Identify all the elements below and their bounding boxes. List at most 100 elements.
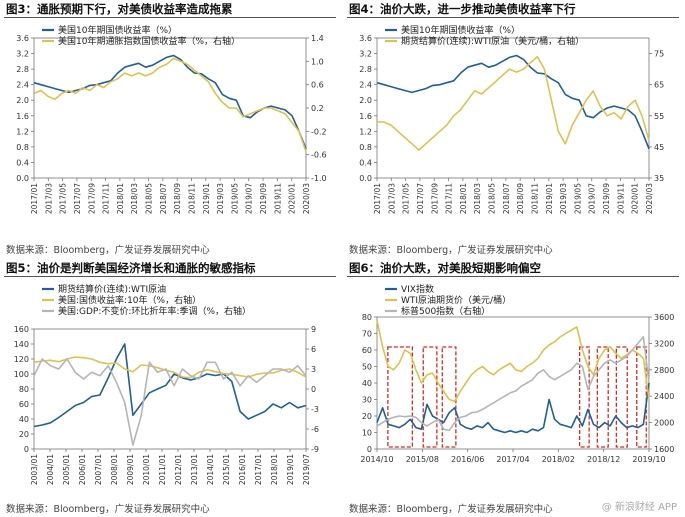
legend-label: 美国:国债收益率:10年（%，右轴）	[58, 294, 201, 306]
y-left-tick-label: 2.0	[359, 96, 372, 105]
y-left-tick-label: 120	[14, 355, 29, 364]
chart-panel-fig4: 图4：油价大跌，进一步推动美债收益率下行 0.0 0.4 0.8 1.2 1.6 2.0 2…	[343, 0, 683, 258]
series-line-2	[376, 320, 650, 402]
series-line-3	[376, 336, 650, 432]
series-line-2	[33, 356, 307, 379]
x-tick-label: 2006/01	[78, 454, 87, 485]
chart-title: 图4：油价大跌，进一步推动美债收益率下行	[349, 2, 576, 16]
x-tick-label: 2019/10	[632, 455, 665, 464]
legend-label: 标普500指数（右轴）	[401, 305, 490, 317]
x-tick-label: 2019/05	[573, 183, 582, 214]
y-left-tick-label: 3.2	[16, 50, 29, 59]
series-line-2	[33, 57, 307, 153]
x-tick-label: 2017/03	[387, 183, 396, 214]
x-tick-label: 2020/01	[631, 183, 640, 214]
x-tick-label: 2007/01	[94, 454, 103, 485]
x-tick-label: 2013/01	[190, 454, 199, 485]
y-right-tick-label: -1.0	[311, 174, 327, 183]
plot-frame	[33, 328, 307, 450]
y-left-tick-label: 70	[362, 330, 372, 339]
y-right-tick-label: 1600	[654, 445, 674, 454]
y-right-tick-label: 1.4	[311, 34, 324, 43]
y-right-tick-label: 3600	[654, 313, 674, 322]
chart-source: 数据来源：Bloomberg，广发证券发展研究中心	[349, 504, 553, 515]
series-line-1	[376, 54, 650, 150]
x-tick-label: 2018/07	[159, 183, 168, 214]
chart-panel-fig3: 图3：通胀预期下行，对美债收益率造成拖累 0.0 0.4 0.8 1.2 1.6 2.0 2…	[0, 0, 340, 258]
x-tick-label: 2018/12	[587, 455, 620, 464]
x-tick-label: 2018/03	[473, 183, 482, 214]
chart-title: 图5：油价是判断美国经济增长和通胀的敏感指标	[6, 261, 256, 275]
x-tick-label: 2019/07	[588, 183, 597, 214]
title-divider	[4, 276, 336, 277]
x-tick-label: 2020/03	[645, 183, 654, 214]
y-left-tick-label: 2.8	[359, 65, 372, 74]
x-tick-label: 2004/01	[46, 454, 55, 485]
x-tick-label: 2019/01	[545, 183, 554, 214]
x-tick-label: 2019/01	[202, 183, 211, 214]
y-left-tick-label: 80	[362, 313, 372, 322]
x-tick-label: 2018/05	[145, 183, 154, 214]
x-tick-label: 2018/09	[173, 183, 182, 214]
x-tick-label: 2019/09	[259, 183, 268, 214]
title-divider	[4, 17, 336, 18]
x-tick-label: 2018/07	[502, 183, 511, 214]
chart-fig3: 0.0 0.4 0.8 1.2 1.6 2.0 2.4 2.8 3.2 3.6 -1.0 -0.6 -0…	[16, 24, 327, 214]
chart-source: 数据来源：Bloomberg，广发证券发展研究中心	[349, 245, 553, 256]
x-tick-label: 2017/07	[73, 183, 82, 214]
y-right-tick-label: 2400	[654, 392, 674, 401]
y-right-tick-label: 0.6	[311, 81, 324, 90]
highlight-period-box	[636, 346, 647, 448]
legend-label: 美国10年期国债收益率（%）	[58, 24, 177, 36]
legend-label: 美国:GDP:不变价:环比折年率:季调（%，右轴）	[58, 305, 251, 317]
y-left-tick-label: 2.4	[16, 81, 29, 90]
x-tick-label: 2019/03	[559, 183, 568, 214]
x-tick-label: 2018/05	[488, 183, 497, 214]
y-left-tick-label: 50	[362, 363, 372, 372]
x-tick-label: 2018/09	[516, 183, 525, 214]
chart-title: 图3：通胀预期下行，对美债收益率造成拖累	[6, 2, 233, 16]
x-tick-label: 2009/01	[126, 454, 135, 485]
chart-fig5: 0 20 40 60 80 100 120 140 160 -9 -6 -3 0 3 6 9 2003/01 20…	[14, 283, 319, 485]
x-tick-label: 2017/05	[402, 183, 411, 214]
y-right-tick-label: -0.6	[311, 151, 327, 160]
x-tick-label: 2015/08	[406, 455, 439, 464]
y-left-tick-label: 0.0	[16, 174, 29, 183]
y-right-tick-label: -3	[311, 405, 319, 414]
legend-label: 美国10年期国债收益率（%）	[401, 24, 520, 36]
x-tick-label: 2016/01	[238, 454, 247, 485]
x-tick-label: 2019/07	[302, 454, 311, 485]
x-tick-label: 2018/01	[116, 183, 125, 214]
series-line-2	[377, 55, 650, 151]
y-right-tick-label: 45	[654, 143, 664, 152]
x-tick-label: 2019/11	[273, 183, 282, 214]
legend-label: 期货结算价(连续):WTI原油	[58, 283, 166, 295]
y-left-tick-label: 0.8	[359, 143, 372, 152]
y-left-tick-label: 80	[19, 385, 29, 394]
y-left-tick-label: 2.8	[16, 65, 29, 74]
y-left-tick-label: 2.0	[16, 96, 29, 105]
y-left-tick-label: 30	[362, 396, 372, 405]
highlight-period-box	[422, 346, 438, 448]
y-right-tick-label: 0.2	[311, 104, 324, 113]
x-tick-label: 2019/03	[216, 183, 225, 214]
legend-label: VIX指数	[401, 283, 434, 295]
x-tick-label: 2018/02	[542, 455, 575, 464]
plot-frame	[376, 37, 650, 179]
x-tick-label: 2017/01	[254, 454, 263, 485]
x-tick-label: 2017/11	[445, 183, 454, 214]
highlight-period-box	[578, 346, 590, 448]
y-left-tick-label: 20	[362, 412, 372, 421]
x-tick-label: 2018/03	[130, 183, 139, 214]
title-divider	[347, 17, 679, 18]
y-right-tick-label: 1.0	[311, 57, 324, 66]
x-tick-label: 2017/04	[496, 455, 529, 464]
chart-source: 数据来源：Bloomberg，广发证券发展研究中心	[6, 504, 210, 515]
series-line-1	[33, 343, 307, 428]
y-right-tick-label: 65	[654, 81, 664, 90]
x-tick-label: 2019/11	[616, 183, 625, 214]
y-left-tick-label: 60	[362, 346, 372, 355]
x-tick-label: 2010/01	[142, 454, 151, 485]
x-tick-label: 2018/11	[187, 183, 196, 214]
y-left-tick-label: 1.2	[359, 127, 372, 136]
